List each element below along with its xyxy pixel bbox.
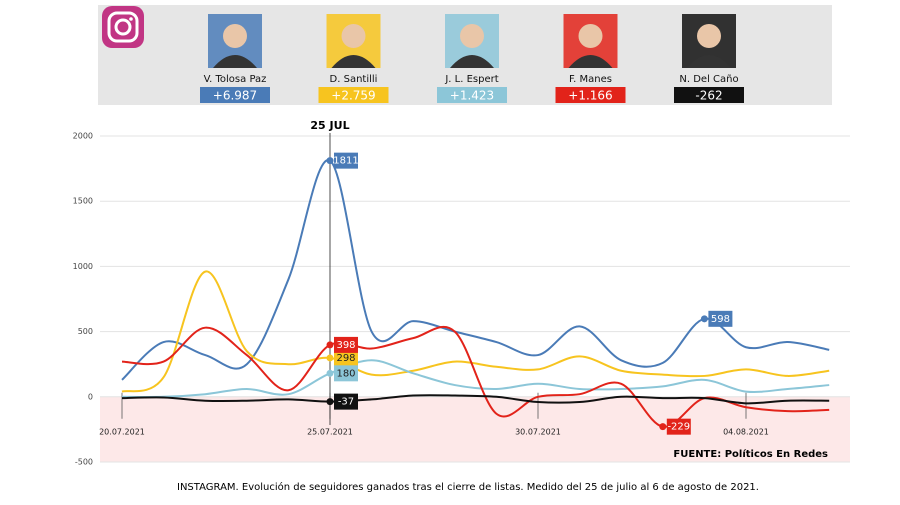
data-label-box <box>708 310 733 327</box>
data-label-box <box>334 349 358 366</box>
y-tick-label: 2000 <box>73 132 93 141</box>
legend-name: N. Del Caño <box>679 74 738 85</box>
candidate-body <box>213 55 257 68</box>
legend-name: V. Tolosa Paz <box>204 74 267 85</box>
y-tick-label: 1000 <box>73 262 93 271</box>
data-label: 1811 <box>333 156 358 167</box>
series-line <box>121 394 830 405</box>
point <box>326 157 334 165</box>
candidate-body <box>687 55 731 68</box>
candidate-face <box>460 24 484 48</box>
y-tick-label: 1500 <box>73 197 93 206</box>
plot-background <box>100 135 850 463</box>
total-label: +1.423 <box>450 89 494 103</box>
data-label-box <box>334 365 358 382</box>
negative-zone <box>100 396 850 462</box>
total-label: +1.166 <box>568 89 612 103</box>
data-label: 298 <box>336 353 355 364</box>
source: FUENTE: Políticos En Redes <box>673 448 828 460</box>
x-tick-label: 30.07.2021 <box>515 428 561 437</box>
candidate-body <box>450 55 494 68</box>
total-box <box>555 87 626 103</box>
point <box>326 354 334 362</box>
series-line <box>121 359 830 398</box>
total-box <box>437 87 507 103</box>
data-label-box <box>666 418 691 435</box>
series-line <box>121 270 830 393</box>
candidate-face <box>578 24 603 48</box>
x-tick-label: 25.07.2021 <box>307 428 353 437</box>
total-box <box>674 87 744 103</box>
total-label: +2.759 <box>331 89 375 103</box>
y-tick-label: 0 <box>88 392 93 401</box>
candidate-body <box>568 55 613 68</box>
point <box>326 398 334 406</box>
legend-name: J. L. Espert <box>444 74 498 85</box>
candidate-face <box>697 24 721 48</box>
total-label: +6.987 <box>213 89 257 103</box>
data-label: 598 <box>711 314 730 325</box>
data-label: -37 <box>338 397 354 408</box>
series-line <box>121 159 830 381</box>
total-box <box>318 87 389 103</box>
data-label-box <box>334 393 358 410</box>
data-label-box <box>334 152 358 169</box>
candidate-body <box>331 55 376 68</box>
total-box <box>200 87 270 103</box>
point <box>326 341 334 349</box>
point <box>659 423 667 431</box>
caption: INSTAGRAM. Evolución de seguidores ganad… <box>177 481 759 493</box>
candidate-face <box>223 24 247 48</box>
data-label: -229 <box>667 422 690 433</box>
y-tick-label: -500 <box>75 458 93 467</box>
point <box>700 315 708 323</box>
annotation: 25 JUL <box>310 119 349 132</box>
legend-name: D. Santilli <box>330 74 378 85</box>
point <box>326 369 334 377</box>
candidate-face <box>341 24 366 48</box>
data-label: 180 <box>336 368 355 379</box>
legend-name: F. Manes <box>569 74 612 85</box>
instagram-icon <box>102 6 144 48</box>
data-label-box <box>334 336 358 353</box>
total-label: -262 <box>695 89 722 103</box>
data-label: 398 <box>336 340 355 351</box>
x-tick-label: 20.07.2021 <box>99 428 145 437</box>
y-tick-label: 500 <box>78 327 93 336</box>
x-tick-label: 04.08.2021 <box>723 428 769 437</box>
